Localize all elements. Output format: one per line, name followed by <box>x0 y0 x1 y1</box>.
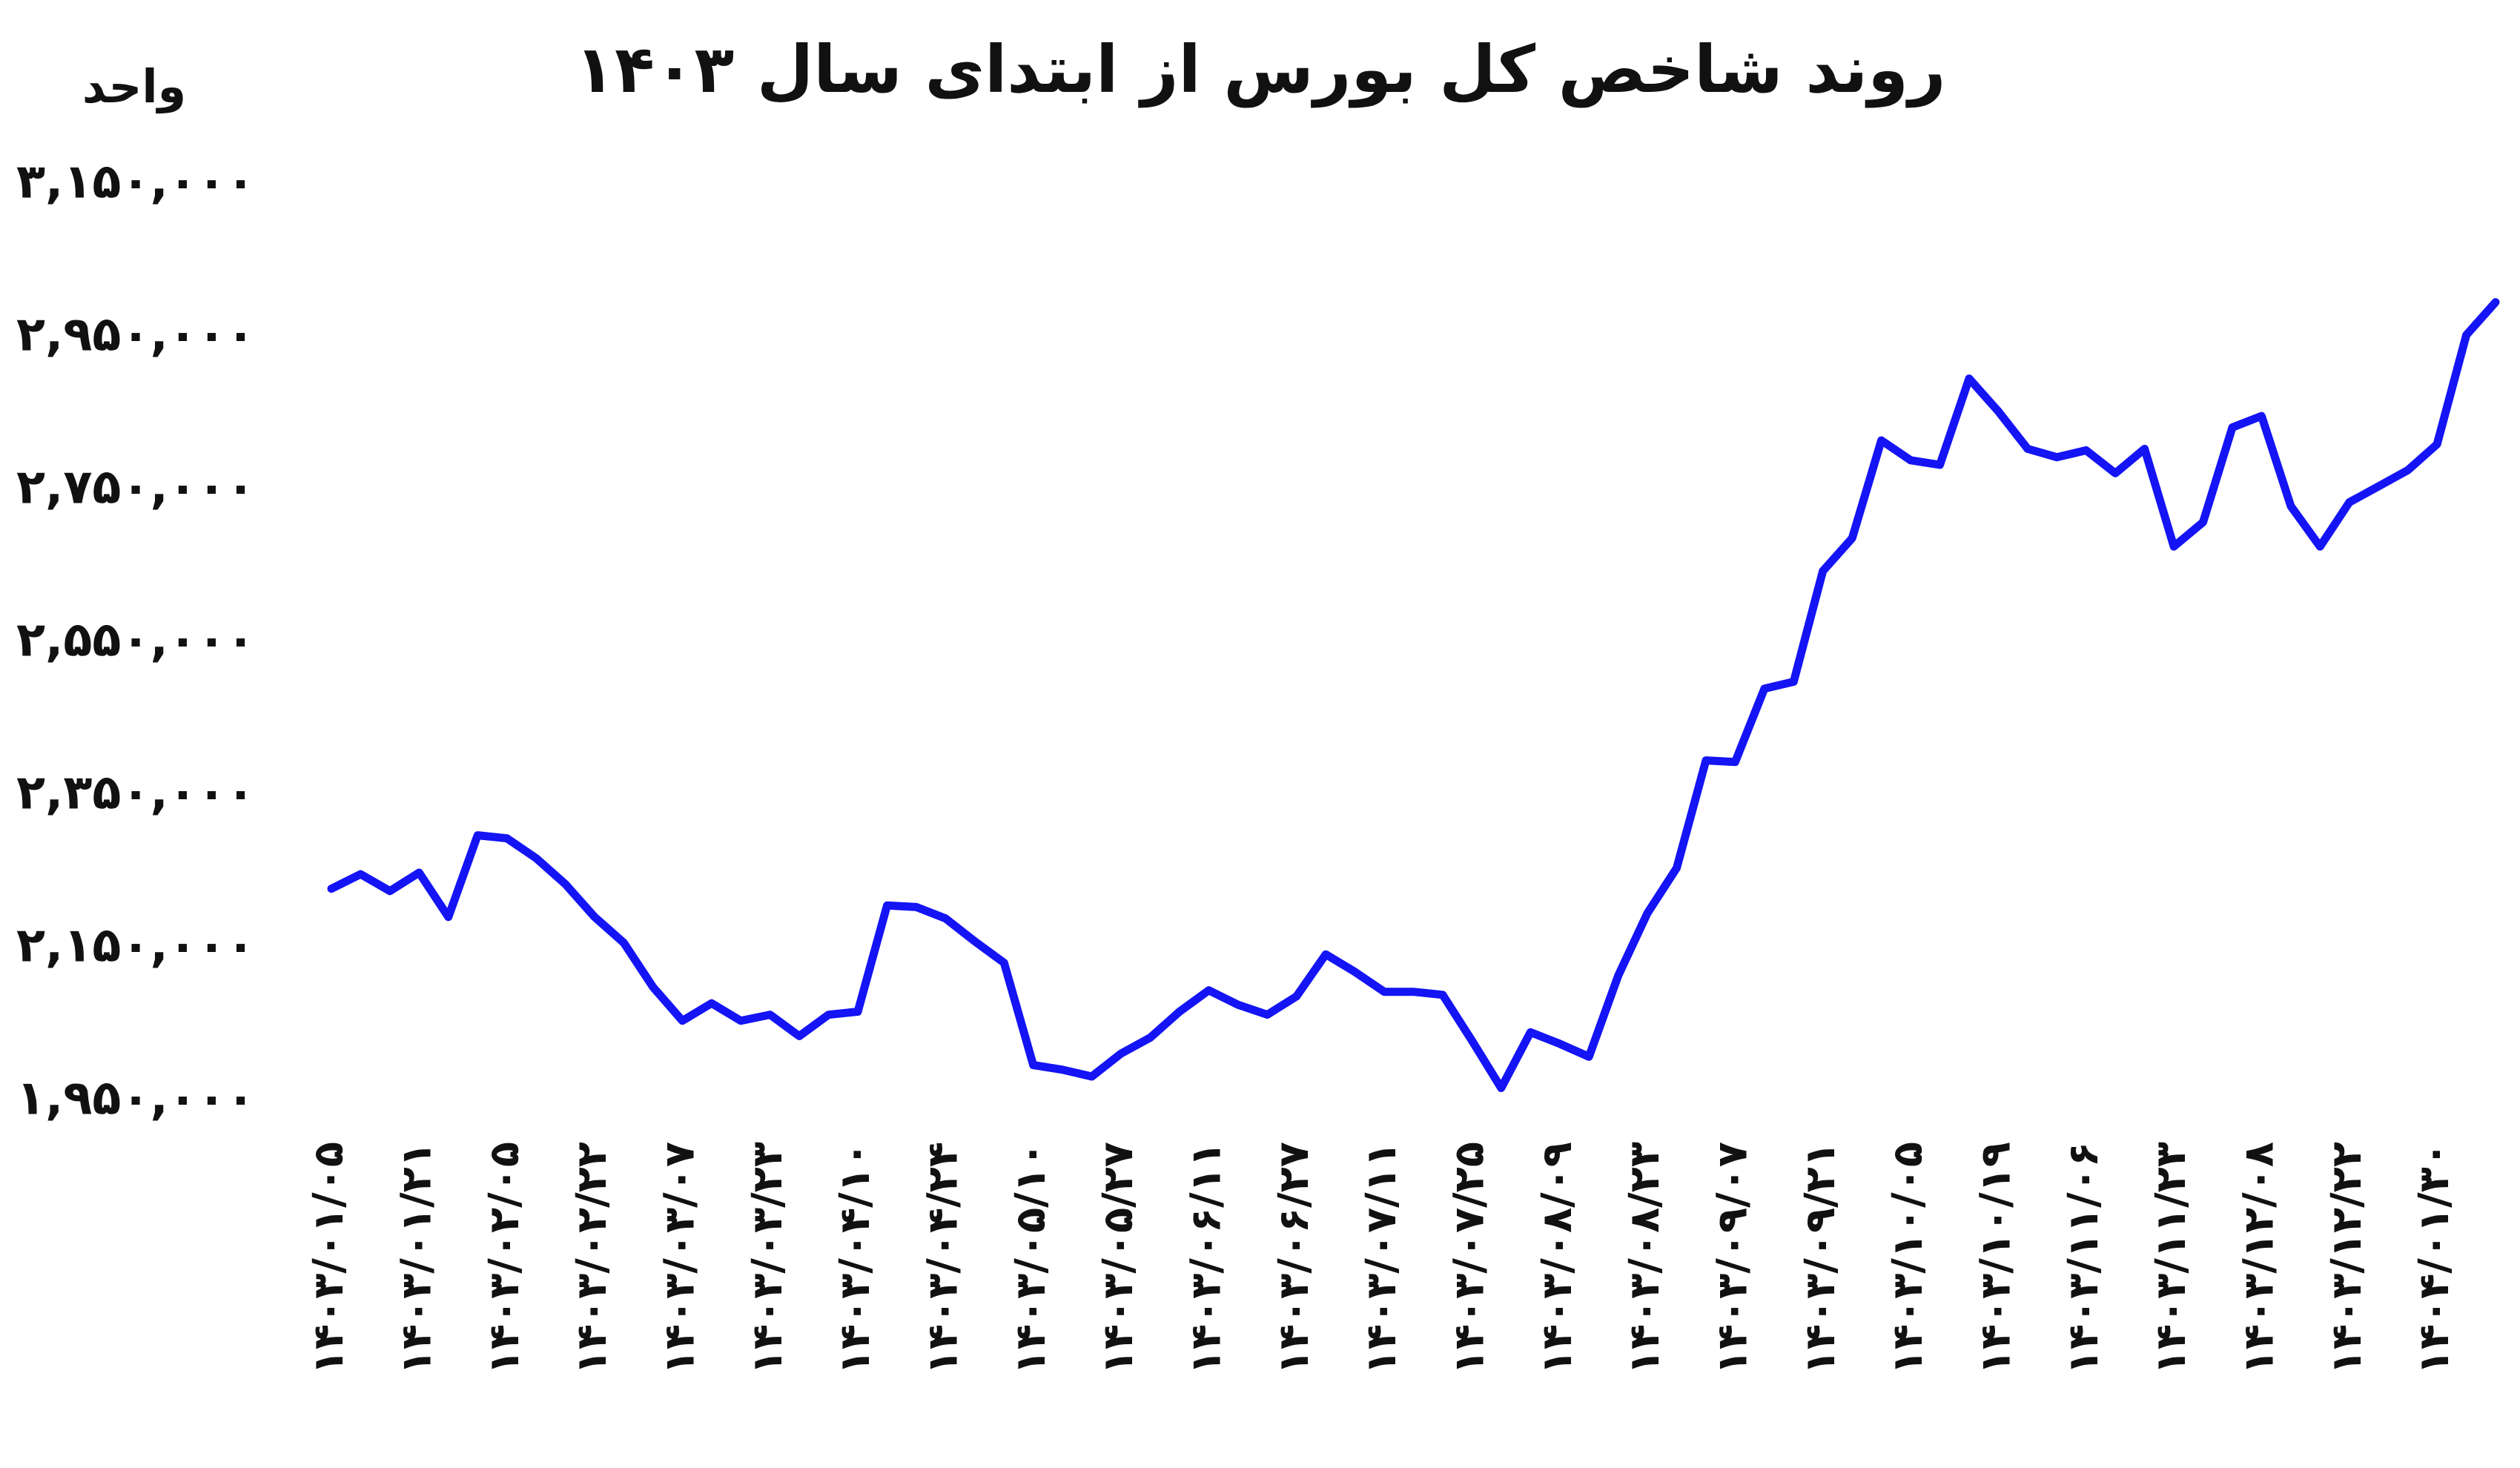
x-tick-label: ۱۴۰۳/۰۶/۱۱ <box>1183 1142 1231 1375</box>
x-tick-label: ۱۴۰۳/۰۲/۰۵ <box>480 1142 529 1375</box>
x-tick-label: ۱۴۰۳/۰۹/۰۷ <box>1709 1142 1757 1375</box>
x-tick-label: ۱۴۰۳/۰۳/۰۷ <box>655 1142 704 1375</box>
y-tick-label: ۲,۹۵۰,۰۰۰ <box>16 308 255 363</box>
y-tick-label: ۲,۱۵۰,۰۰۰ <box>16 919 255 973</box>
y-tick-label: ۲,۵۵۰,۰۰۰ <box>16 613 255 668</box>
x-tick-label: ۱۴۰۳/۰۸/۰۹ <box>1533 1142 1581 1375</box>
x-tick-label: ۱۴۰۳/۰۵/۲۷ <box>1094 1142 1142 1375</box>
x-tick-label: ۱۴۰۳/۱۲/۰۸ <box>2235 1142 2283 1375</box>
x-tick-label: ۱۴۰۳/۰۱/۲۱ <box>392 1142 440 1375</box>
x-tick-label: ۱۴۰۳/۰۴/۲۴ <box>919 1142 968 1375</box>
x-tick-label: ۱۴۰۳/۱۲/۲۲ <box>2323 1142 2371 1375</box>
x-tick-label: ۱۴۰۳/۰۷/۲۵ <box>1446 1142 1494 1375</box>
x-tick-label: ۱۴۰۳/۰۷/۱۱ <box>1357 1142 1406 1375</box>
index-line <box>327 298 2500 1092</box>
x-tick-label: ۱۴۰۳/۰۲/۲۲ <box>568 1142 616 1375</box>
chart-title: روند شاخص کل بورس از ابتدای سال ۱۴۰۳ <box>575 31 1945 108</box>
x-tick-label: ۱۴۰۳/۱۰/۱۹ <box>1972 1142 2020 1375</box>
y-tick-label: ۲,۳۵۰,۰۰۰ <box>16 766 255 821</box>
x-tick-label: ۱۴۰۳/۰۶/۲۷ <box>1270 1142 1318 1375</box>
x-tick-label: ۱۴۰۴/۰۱/۳۰ <box>2410 1142 2458 1375</box>
y-axis-label: واحد <box>82 59 186 113</box>
y-tick-label: ۲,۷۵۰,۰۰۰ <box>16 460 255 515</box>
x-tick-label: ۱۴۰۳/۰۵/۱۰ <box>1007 1142 1055 1375</box>
x-tick-label: ۱۴۰۳/۰۳/۲۳ <box>744 1142 792 1375</box>
y-tick-label: ۱,۹۵۰,۰۰۰ <box>16 1071 255 1126</box>
x-tick-label: ۱۴۰۳/۱۱/۲۳ <box>2147 1142 2195 1375</box>
x-tick-label: ۱۴۰۳/۱۱/۰۶ <box>2060 1142 2108 1375</box>
x-tick-label: ۱۴۰۳/۰۱/۰۵ <box>305 1142 353 1375</box>
x-tick-label: ۱۴۰۳/۰۹/۲۱ <box>1796 1142 1845 1375</box>
y-tick-label: ۳,۱۵۰,۰۰۰ <box>16 155 255 210</box>
x-tick-label: ۱۴۰۳/۰۴/۱۰ <box>831 1142 879 1375</box>
x-tick-label: ۱۴۰۳/۰۸/۲۳ <box>1621 1142 1669 1375</box>
x-tick-label: ۱۴۰۳/۱۰/۰۵ <box>1884 1142 1932 1375</box>
